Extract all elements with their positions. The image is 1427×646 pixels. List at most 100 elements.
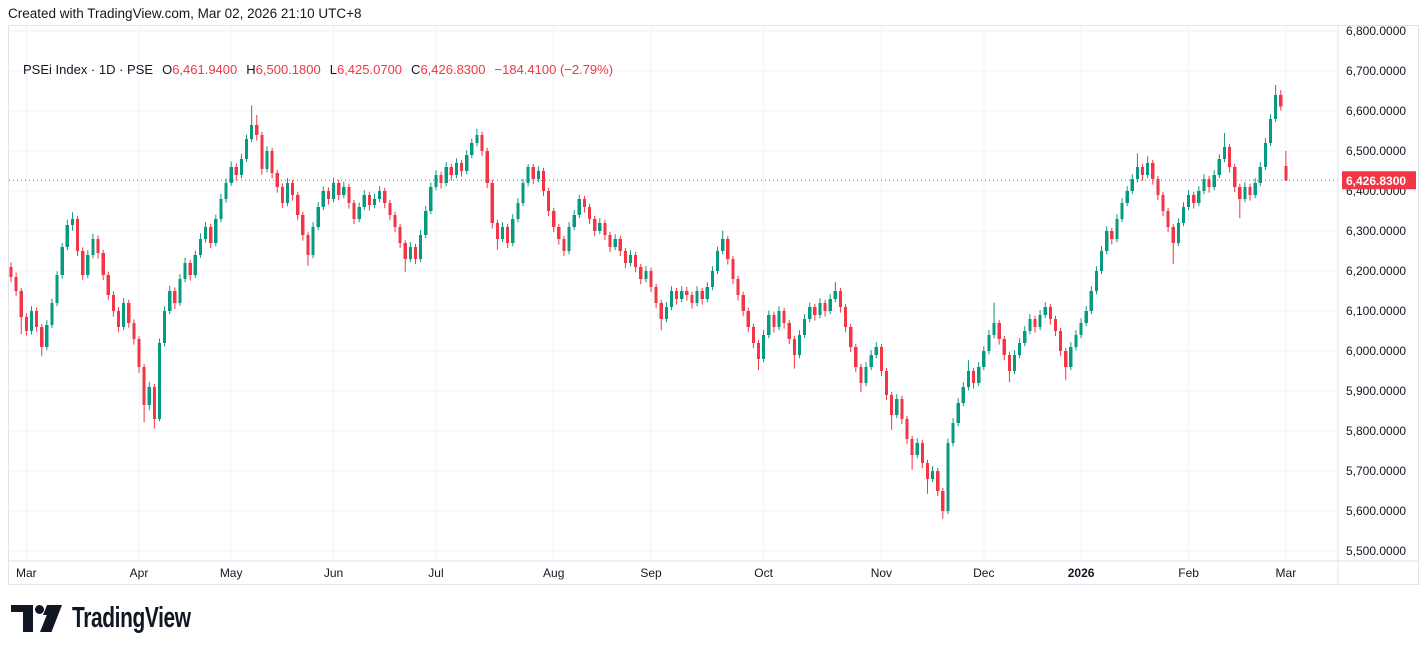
price-axis-label: 6,200.0000 — [1346, 264, 1406, 278]
candle — [132, 319, 136, 345]
candle — [1038, 310, 1042, 331]
candle — [485, 147, 489, 189]
candle — [29, 306, 34, 335]
candle — [24, 313, 28, 336]
chart-pane[interactable] — [9, 26, 1338, 561]
candle — [14, 272, 18, 296]
candle — [250, 105, 254, 143]
candle — [490, 179, 494, 229]
snapshot-header-link[interactable]: Created with TradingView.com, Mar 02, 20… — [8, 6, 362, 21]
legend-open: O6,461.9400 — [162, 62, 238, 77]
candle — [86, 250, 90, 279]
candle — [879, 343, 883, 377]
candle — [1012, 350, 1017, 375]
candle — [19, 287, 23, 335]
candle — [603, 219, 607, 241]
time-scale[interactable] — [9, 561, 1418, 584]
candle — [321, 186, 325, 211]
candle — [1248, 183, 1252, 201]
candle — [81, 247, 85, 280]
candle — [956, 398, 960, 427]
candle — [690, 291, 694, 309]
time-axis-label: Jun — [324, 566, 343, 580]
legend-change: −184.4100 (−2.79%) — [494, 62, 614, 77]
candle — [828, 294, 832, 315]
candle — [823, 299, 827, 317]
candle — [1059, 327, 1063, 357]
candle — [843, 303, 848, 333]
candle — [726, 235, 730, 265]
candle — [1140, 163, 1145, 181]
candle — [813, 303, 817, 321]
price-axis-label: 6,500.0000 — [1346, 144, 1406, 158]
candle — [669, 286, 674, 311]
candle — [547, 187, 551, 217]
candle — [465, 150, 469, 175]
candle — [577, 194, 581, 219]
candle — [710, 266, 715, 291]
candle — [127, 299, 131, 328]
candle — [331, 177, 336, 203]
candle — [685, 287, 689, 301]
candle — [449, 163, 453, 181]
time-axis-label: 2026 — [1068, 566, 1095, 580]
candle — [1099, 246, 1104, 275]
time-axis-label: Aug — [543, 566, 564, 580]
candle — [741, 291, 745, 317]
candle — [459, 159, 464, 177]
time-axis-label: Oct — [754, 566, 773, 580]
candle — [818, 298, 822, 319]
candle — [173, 287, 177, 309]
last-price-badge-label: 6,426.8300 — [1346, 174, 1406, 188]
candle — [864, 362, 868, 387]
candle — [1018, 338, 1022, 359]
candle — [70, 212, 75, 231]
candle — [352, 199, 356, 225]
candle — [311, 222, 315, 259]
candle — [75, 215, 80, 257]
candle — [1053, 315, 1058, 337]
candle — [874, 342, 878, 359]
candle — [644, 266, 648, 283]
candle — [777, 306, 781, 331]
candle — [1284, 150, 1288, 181]
candle — [854, 343, 858, 373]
candle — [966, 360, 971, 391]
candle — [628, 250, 633, 267]
candle — [1048, 303, 1052, 325]
tradingview-logo-mark-icon — [11, 605, 62, 632]
candle — [244, 134, 249, 163]
candle — [511, 214, 515, 247]
price-axis-label: 5,800.0000 — [1346, 424, 1406, 438]
chart-svg[interactable]: 6,800.0000 6,700.0000 6,600.0000 6,500.0000… — [9, 26, 1418, 584]
candle — [1023, 326, 1027, 347]
candle — [992, 302, 996, 339]
candle — [1181, 202, 1186, 227]
candle — [895, 394, 899, 419]
candle — [772, 311, 776, 333]
candle — [997, 319, 1001, 345]
candle — [869, 350, 873, 371]
candle — [45, 320, 49, 351]
candle — [1094, 266, 1099, 295]
candle — [613, 234, 617, 251]
price-scale[interactable] — [1338, 26, 1418, 561]
price-axis-label: 6,600.0000 — [1346, 104, 1406, 118]
candle — [859, 363, 863, 393]
candle — [270, 147, 274, 179]
candle — [946, 438, 950, 515]
candle — [1192, 191, 1196, 209]
candle — [1089, 286, 1093, 315]
candle — [1120, 198, 1124, 223]
candle — [1233, 163, 1237, 193]
candle — [96, 235, 100, 259]
candle — [1268, 114, 1273, 147]
legend-symbol-title[interactable]: PSEi Index · 1D · PSE — [23, 62, 154, 77]
candle — [403, 240, 407, 272]
candle — [367, 191, 371, 211]
tradingview-logo-link[interactable]: TradingView — [11, 604, 237, 633]
candle — [398, 223, 402, 249]
candle — [1258, 162, 1262, 187]
candle — [265, 146, 269, 173]
candle — [1243, 182, 1247, 203]
